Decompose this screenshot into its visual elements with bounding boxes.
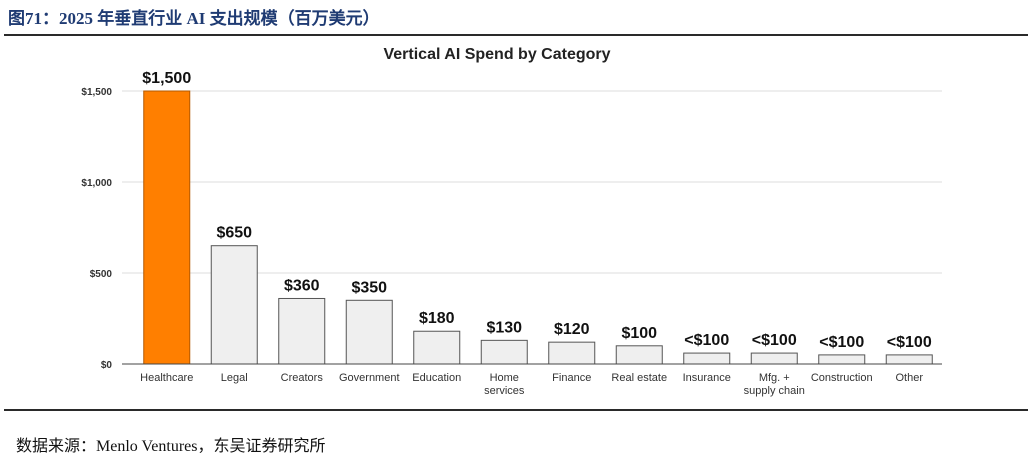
bars: $1,500 $650 $360 $350 $180 $130 $120 $100 <$100 <… <box>142 70 933 365</box>
x-tick-label: Mfg. + supply chain <box>744 372 805 397</box>
figure-title: 图71：2025 年垂直行业 AI 支出规模（百万美元） <box>8 9 380 28</box>
x-tick-label-line: Government <box>339 372 400 384</box>
bar <box>548 341 596 365</box>
bar <box>210 245 258 365</box>
chart-container: Vertical AI Spend by Category $0 $500 $1,0… <box>0 36 1032 408</box>
data-label: $100 <box>621 325 657 342</box>
x-tick-label-line: Healthcare <box>140 372 193 384</box>
x-tick-label: Construction <box>811 372 873 384</box>
x-axis: Healthcare Legal Creators Government Educati… <box>122 363 942 397</box>
bar <box>480 339 528 365</box>
data-label: $120 <box>554 321 590 338</box>
data-label: <$100 <box>887 334 932 351</box>
x-tick-label: Creators <box>281 372 324 384</box>
x-tick-label-line: Home <box>490 372 519 384</box>
data-label: <$100 <box>752 332 797 349</box>
y-axis: $0 $500 $1,000 $1,500 <box>81 87 112 371</box>
data-label: $360 <box>284 277 320 294</box>
bar <box>278 297 326 365</box>
bar <box>818 354 866 365</box>
data-label: $1,500 <box>142 70 191 87</box>
x-tick-label: Legal <box>221 372 248 384</box>
bar <box>885 354 933 365</box>
grid-lines <box>122 90 942 274</box>
x-tick-label: Real estate <box>611 372 667 384</box>
x-tick-label: Healthcare <box>140 372 193 384</box>
x-tick-label-line: Legal <box>221 372 248 384</box>
x-tick-label-line: Other <box>895 372 923 384</box>
x-tick-label: Home services <box>484 372 525 397</box>
x-tick-label: Finance <box>552 372 591 384</box>
data-label: <$100 <box>684 332 729 349</box>
y-tick-label: $500 <box>90 269 113 280</box>
y-tick-label: $1,000 <box>81 178 112 189</box>
x-tick-label-line: Education <box>412 372 461 384</box>
data-label: $350 <box>351 279 387 296</box>
data-label: $650 <box>216 225 252 242</box>
x-tick-label-line: Insurance <box>683 372 731 384</box>
bar <box>413 330 461 365</box>
x-tick-label-line: supply chain <box>744 385 805 397</box>
y-tick-label: $0 <box>101 360 113 371</box>
y-tick-label: $1,500 <box>81 87 112 98</box>
x-tick-label-line: Mfg. + <box>759 372 790 384</box>
chart-title: Vertical AI Spend by Category <box>383 46 610 63</box>
bar <box>345 299 393 365</box>
bar <box>615 345 663 365</box>
bar <box>143 90 191 365</box>
x-tick-label: Other <box>895 372 923 384</box>
source-note: 数据来源：Menlo Ventures，东吴证券研究所 <box>16 438 326 455</box>
bar-chart: Vertical AI Spend by Category $0 $500 $1,0… <box>81 46 942 397</box>
bar <box>683 352 731 365</box>
x-tick-label-line: services <box>484 385 525 397</box>
x-tick-label-line: Finance <box>552 372 591 384</box>
bar <box>750 352 798 365</box>
bottom-rule <box>4 409 1028 411</box>
x-tick-label-line: Real estate <box>611 372 667 384</box>
top-rule <box>4 34 1028 36</box>
x-tick-label-line: Creators <box>281 372 324 384</box>
data-label: <$100 <box>819 334 864 351</box>
data-label: $130 <box>486 319 522 336</box>
x-tick-label: Insurance <box>683 372 731 384</box>
x-tick-label-line: Construction <box>811 372 873 384</box>
x-tick-label: Government <box>339 372 400 384</box>
data-label: $180 <box>419 310 455 327</box>
x-tick-label: Education <box>412 372 461 384</box>
